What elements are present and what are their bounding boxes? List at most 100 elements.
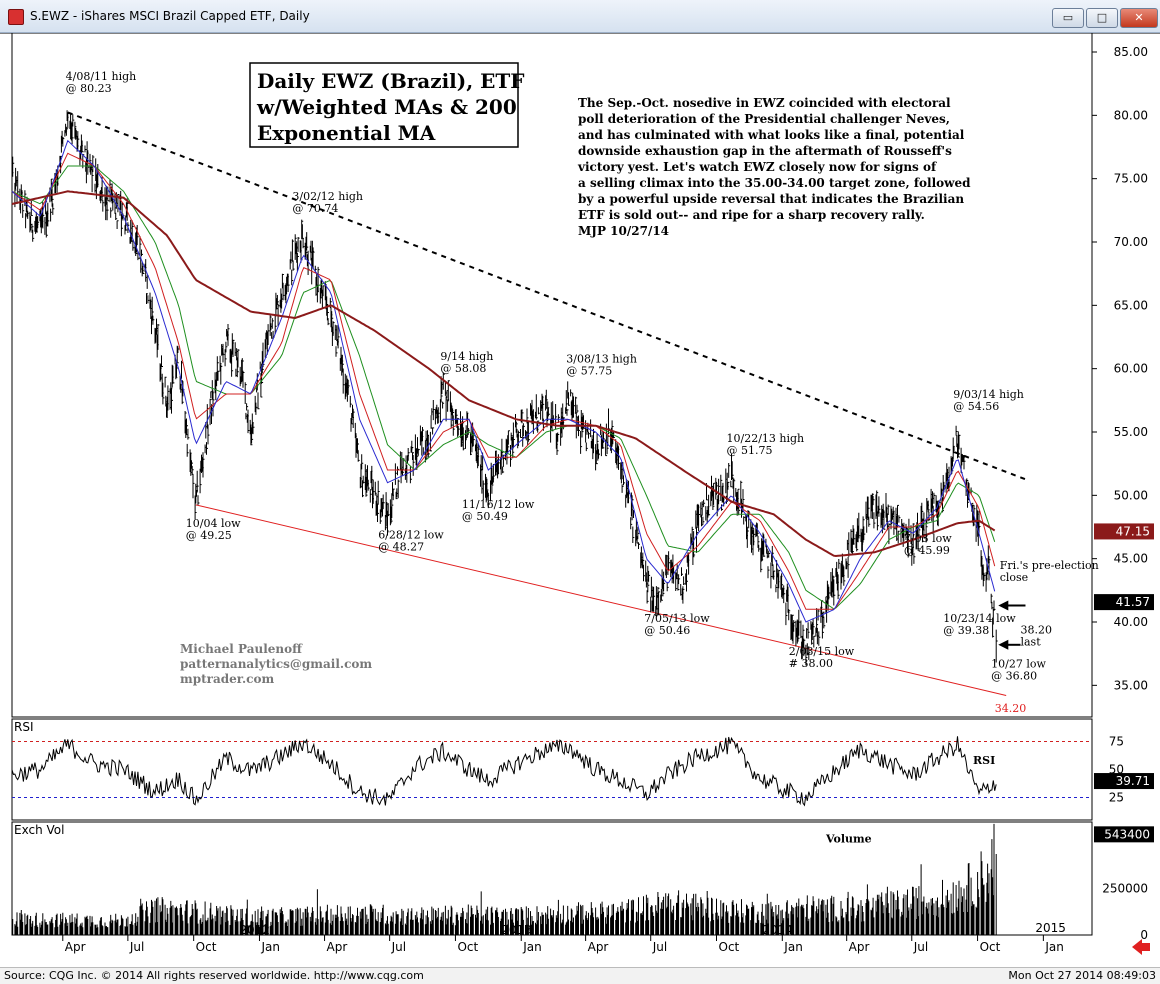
- annotation-label: 10/22/13 high: [727, 432, 805, 445]
- rsi-line: [11, 736, 997, 807]
- rsi-legend: RSI: [973, 754, 995, 767]
- x-tick-label: Oct: [719, 940, 740, 954]
- weighted-ma-slow: [11, 165, 996, 610]
- y-tick-label: 80.00: [1114, 108, 1148, 122]
- target-label: 34.20: [995, 702, 1027, 715]
- commentary-line: by a powerful upside reversal that indic…: [578, 192, 964, 206]
- y-tick-label: 40.00: [1114, 615, 1148, 629]
- price-bars: [11, 110, 998, 666]
- x-tick-label: Apr: [849, 940, 870, 954]
- x-tick-label: Jul: [652, 940, 667, 954]
- weighted-ma-medium: [11, 152, 996, 610]
- support-trendline: [195, 504, 1007, 696]
- annotation-label: 2/03/15 low: [789, 645, 855, 658]
- annotation-label: @ 58.08: [440, 362, 486, 375]
- annotation-label: 3/02/12 high: [292, 190, 363, 203]
- annotation-label: @ 50.49: [462, 510, 508, 523]
- ema-value-box: [1094, 523, 1154, 540]
- commentary-line: ETF is sold out-- and ripe for a sharp r…: [578, 208, 925, 222]
- price-value-label: 41.57: [1116, 595, 1150, 609]
- annotation-label: @ 45.99: [904, 544, 950, 557]
- y-tick-label: 60.00: [1114, 362, 1148, 376]
- annotation-label: @ 49.25: [186, 529, 232, 542]
- rsi-panel: [11, 718, 1093, 821]
- annotation-label: 7/05/13 low: [644, 612, 710, 625]
- annotation-label: @ 36.80: [991, 670, 1037, 683]
- x-tick-label: Jul: [391, 940, 406, 954]
- chart-area: 35.00 40.00 45.00 50.00 55.00 60.00 65.00 70.00…: [0, 33, 1160, 955]
- author-credit: patternanalytics@gmail.com: [180, 657, 372, 671]
- y-tick-label: 35.00: [1114, 678, 1148, 692]
- maximize-button[interactable]: □: [1086, 8, 1118, 28]
- rsi-tick-label: 75: [1109, 734, 1124, 748]
- annotation-label: @ 70.74: [292, 202, 338, 215]
- chart-title-line: Exponential MA: [257, 121, 436, 145]
- annotation-label: 38.20: [1020, 623, 1052, 636]
- annotation-label: # 38.00: [789, 657, 833, 670]
- chart-title-line: Daily EWZ (Brazil), ETF: [257, 69, 524, 93]
- x-tick-label: Apr: [327, 940, 348, 954]
- status-bar: Source: CQG Inc. © 2014 All rights reser…: [0, 967, 1160, 984]
- ema-200-line: [11, 190, 996, 558]
- rsi-value-box: [1094, 773, 1154, 790]
- rsi-panel-label: RSI: [14, 720, 34, 734]
- author-credit: mptrader.com: [180, 672, 274, 686]
- commentary-line: victory yest. Let's watch EWZ closely no…: [577, 160, 937, 174]
- volume-bars: [11, 823, 997, 935]
- commentary-line: MJP 10/27/14: [578, 224, 669, 238]
- x-tick-label: Jan: [783, 940, 803, 954]
- annotation-label: 6/28/12 low: [378, 528, 444, 541]
- annotation-label: 11/16/12 low: [462, 498, 535, 511]
- x-tick-label: Jan: [260, 940, 280, 954]
- annotation-label: 9/03/14 high: [953, 388, 1024, 401]
- annotation-label: @ 50.46: [644, 624, 690, 637]
- window-title: S.EWZ - iShares MSCI Brazil Capped ETF, …: [30, 9, 310, 23]
- pointer-arrow-head: [998, 600, 1009, 611]
- annotation-label: @ 80.23: [66, 82, 112, 95]
- x-tick-label: Apr: [65, 940, 86, 954]
- source-credit: Source: CQG Inc. © 2014 All rights reser…: [4, 969, 424, 982]
- annotation-label: 7/03 low: [904, 532, 952, 545]
- volume-tick-label: 0: [1140, 928, 1148, 942]
- commentary-line: a selling climax into the 35.00-34.00 ta…: [578, 176, 971, 190]
- x-tick-label: Apr: [588, 940, 609, 954]
- annotation-label: 10/27 low: [991, 658, 1046, 671]
- x-tick-label: Oct: [457, 940, 478, 954]
- commentary-line: poll deterioration of the Presidential c…: [578, 112, 950, 126]
- commentary-line: downside exhaustion gap in the aftermath…: [578, 144, 952, 158]
- x-tick-label: Jan: [522, 940, 542, 954]
- rsi-tick-label: 50: [1109, 763, 1124, 777]
- y-tick-label: 65.00: [1114, 298, 1148, 312]
- annotation-label: @ 54.56: [953, 400, 999, 413]
- close-button[interactable]: ✕: [1120, 8, 1158, 28]
- y-tick-label: 50.00: [1114, 488, 1148, 502]
- minimize-button[interactable]: ▭: [1052, 8, 1084, 28]
- annotation-label: Fri.'s pre-election: [1000, 559, 1099, 572]
- year-label: 2015: [1035, 921, 1066, 935]
- annotation-label: 4/08/11 high: [66, 70, 137, 83]
- annotation-label: last: [1020, 635, 1041, 648]
- chart-title-box: [249, 62, 519, 148]
- volume-tick-label: 250000: [1102, 882, 1148, 896]
- rsi-value-label: 39.71: [1116, 774, 1150, 788]
- annotation-label: @ 39.38: [943, 624, 989, 637]
- title-bar: S.EWZ - iShares MSCI Brazil Capped ETF, …: [0, 0, 1160, 33]
- chart-title-line: w/Weighted MAs & 200: [256, 95, 517, 119]
- commentary-line: and has culminated with what looks like …: [578, 128, 965, 142]
- author-credit: Michael Paulenoff: [180, 642, 303, 656]
- annotation-label: 3/08/13 high: [566, 352, 637, 365]
- annotation-label: @ 51.75: [727, 444, 773, 457]
- annotation-label: @ 48.27: [378, 540, 424, 553]
- annotation-label: 10/23/14 low: [943, 612, 1016, 625]
- price-value-box: [1094, 594, 1154, 611]
- volume-value-label: 543400: [1104, 827, 1150, 841]
- annotation-label: 9/14 high: [440, 350, 493, 363]
- price-panel: [11, 33, 1093, 718]
- volume-panel-label: Exch Vol: [14, 823, 64, 837]
- y-tick-label: 85.00: [1114, 45, 1148, 59]
- y-tick-label: 45.00: [1114, 552, 1148, 566]
- annotation-label: 10/04 low: [186, 517, 241, 530]
- y-tick-label: 75.00: [1114, 172, 1148, 186]
- x-tick-label: Jul: [913, 940, 928, 954]
- y-tick-label: 55.00: [1114, 425, 1148, 439]
